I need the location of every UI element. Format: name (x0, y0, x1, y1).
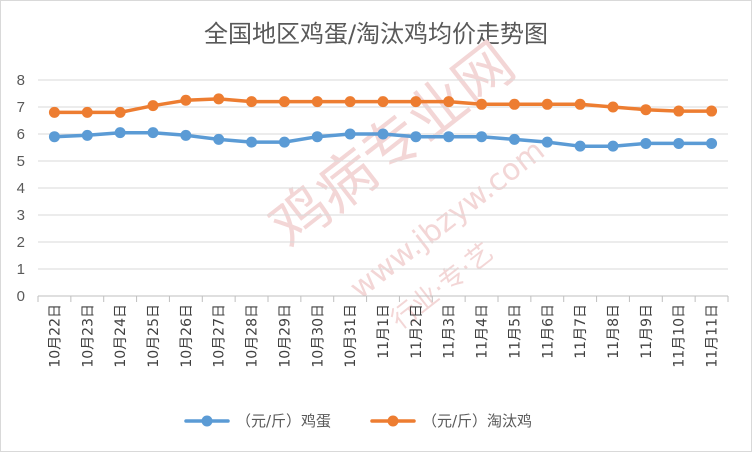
x-tick-label: 11月11日 (705, 304, 721, 368)
data-point (377, 96, 389, 108)
data-point (541, 98, 553, 110)
data-point (706, 105, 718, 117)
data-point (508, 133, 520, 145)
y-tick-label: 4 (17, 180, 25, 197)
y-tick-label: 2 (17, 234, 25, 251)
data-point (213, 93, 225, 105)
data-point (147, 127, 159, 139)
watermark: 鸡病专业网 www.jbzyw.com 行业·专·艺 (257, 29, 552, 336)
series-1 (48, 127, 718, 152)
data-point (476, 131, 488, 143)
data-point (640, 137, 652, 149)
gridlines (37, 79, 729, 302)
chart-title: 全国地区鸡蛋/淘汰鸡均价走势图 (203, 20, 549, 48)
x-tick-label: 11月5日 (507, 304, 523, 359)
x-tick-label: 10月29日 (277, 304, 293, 368)
data-point (476, 98, 488, 110)
x-tick-label: 11月1日 (376, 304, 392, 359)
data-point (344, 128, 356, 140)
y-tick-label: 1 (17, 261, 25, 278)
data-point (410, 131, 422, 143)
y-tick-label: 0 (17, 288, 25, 305)
x-tick-label: 10月24日 (113, 304, 129, 368)
x-tick-label: 11月4日 (475, 304, 491, 359)
data-point (81, 106, 93, 118)
x-tick-label: 10月31日 (343, 304, 359, 368)
series-layer (48, 93, 718, 152)
x-tick-label: 10月25日 (146, 304, 162, 368)
data-point (706, 137, 718, 149)
x-tick-label: 11月8日 (606, 304, 622, 359)
data-point (180, 129, 192, 141)
data-point (607, 140, 619, 152)
data-point (344, 96, 356, 108)
legend-entry-1: （元/斤）鸡蛋 (184, 412, 331, 430)
data-point (114, 106, 126, 118)
data-point (213, 133, 225, 145)
legend-label: （元/斤）鸡蛋 (236, 412, 331, 430)
data-point (246, 136, 258, 148)
legend: （元/斤）鸡蛋 （元/斤）淘汰鸡 (184, 412, 532, 430)
legend-label: （元/斤）淘汰鸡 (422, 412, 532, 430)
data-point (541, 136, 553, 148)
data-point (443, 131, 455, 143)
y-tick-label: 6 (17, 126, 25, 143)
data-point (81, 129, 93, 141)
data-point (673, 105, 685, 117)
data-point (640, 104, 652, 116)
data-point (48, 131, 60, 143)
x-tick-label: 10月28日 (245, 304, 261, 368)
y-tick-label: 5 (17, 153, 25, 170)
data-point (114, 127, 126, 139)
data-point (574, 98, 586, 110)
data-point (508, 98, 520, 110)
y-axis-ticks: 0 1 2 3 4 5 6 7 8 (17, 72, 25, 305)
data-point (48, 106, 60, 118)
x-tick-label: 10月26日 (179, 304, 195, 368)
data-point (147, 100, 159, 112)
x-tick-label: 10月23日 (80, 304, 96, 368)
data-point (410, 96, 422, 108)
data-point (377, 128, 389, 140)
x-tick-label: 11月3日 (442, 304, 458, 359)
y-tick-label: 7 (17, 99, 25, 116)
legend-swatch-marker (201, 415, 213, 427)
data-point (278, 136, 290, 148)
x-tick-label: 10月27日 (212, 304, 228, 368)
legend-swatch-marker (387, 415, 399, 427)
x-tick-label: 11月6日 (540, 304, 556, 359)
y-tick-label: 3 (17, 207, 25, 224)
x-tick-label: 11月9日 (639, 304, 655, 359)
data-point (246, 96, 258, 108)
x-tick-label: 11月10日 (672, 304, 688, 368)
x-tick-label: 11月2日 (409, 304, 425, 359)
data-point (180, 94, 192, 106)
series-2 (48, 93, 718, 118)
data-point (443, 96, 455, 108)
x-tick-label: 10月22日 (47, 304, 63, 368)
data-point (311, 96, 323, 108)
x-axis-ticks: 10月22日 10月23日 10月24日 10月25日 10月26日 10月27日 10月2… (47, 304, 720, 368)
data-point (278, 96, 290, 108)
x-tick-label: 11月7日 (573, 304, 589, 359)
data-point (607, 101, 619, 113)
watermark-brand: 鸡病专业网 (257, 29, 527, 261)
y-tick-label: 8 (17, 72, 25, 89)
legend-entry-2: （元/斤）淘汰鸡 (370, 412, 532, 430)
x-tick-label: 10月30日 (310, 304, 326, 368)
data-point (311, 131, 323, 143)
data-point (673, 137, 685, 149)
data-point (574, 140, 586, 152)
